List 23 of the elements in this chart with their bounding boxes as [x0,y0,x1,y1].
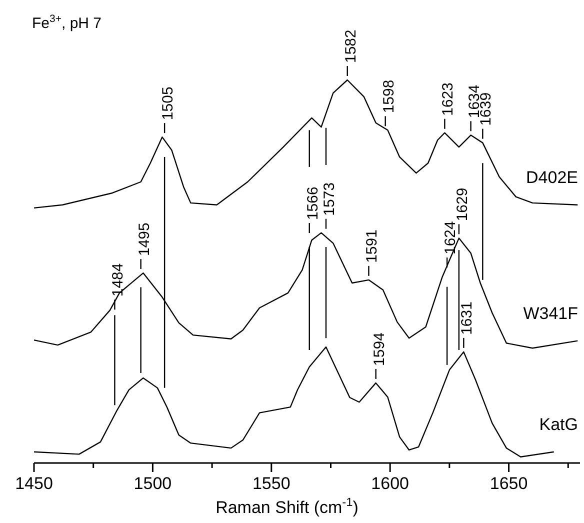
annotation: 1624 [442,221,460,254]
annotation: 1484 [110,263,127,297]
series-label: W341F [523,304,578,323]
annotation: 1629 [454,188,471,222]
annotation: 1623 [440,82,457,116]
x-axis-title: Raman Shift (cm$^{-1}$) [216,495,358,517]
x-tick-label: 1450 [15,474,53,493]
annotation: 1631 [458,302,476,335]
chart-title: Fe$^{3+}$, pH 7 [32,13,102,32]
annotation: 1598 [380,80,398,114]
series-label: KatG [539,414,578,434]
annotation: 1594 [370,332,388,366]
annotation: 1573 [320,182,338,216]
series-label: D402E [526,168,578,187]
x-tick-label: 1600 [371,474,409,493]
annotation: 1582 [342,30,360,63]
x-tick-label: 1500 [134,474,172,493]
x-tick-label: 1550 [252,474,290,493]
annotation: 1505 [160,86,177,120]
annotation: 1495 [136,222,153,256]
annotation: 1566 [304,186,322,220]
annotation: 1591 [364,230,381,263]
x-tick-label: 1650 [490,474,528,493]
